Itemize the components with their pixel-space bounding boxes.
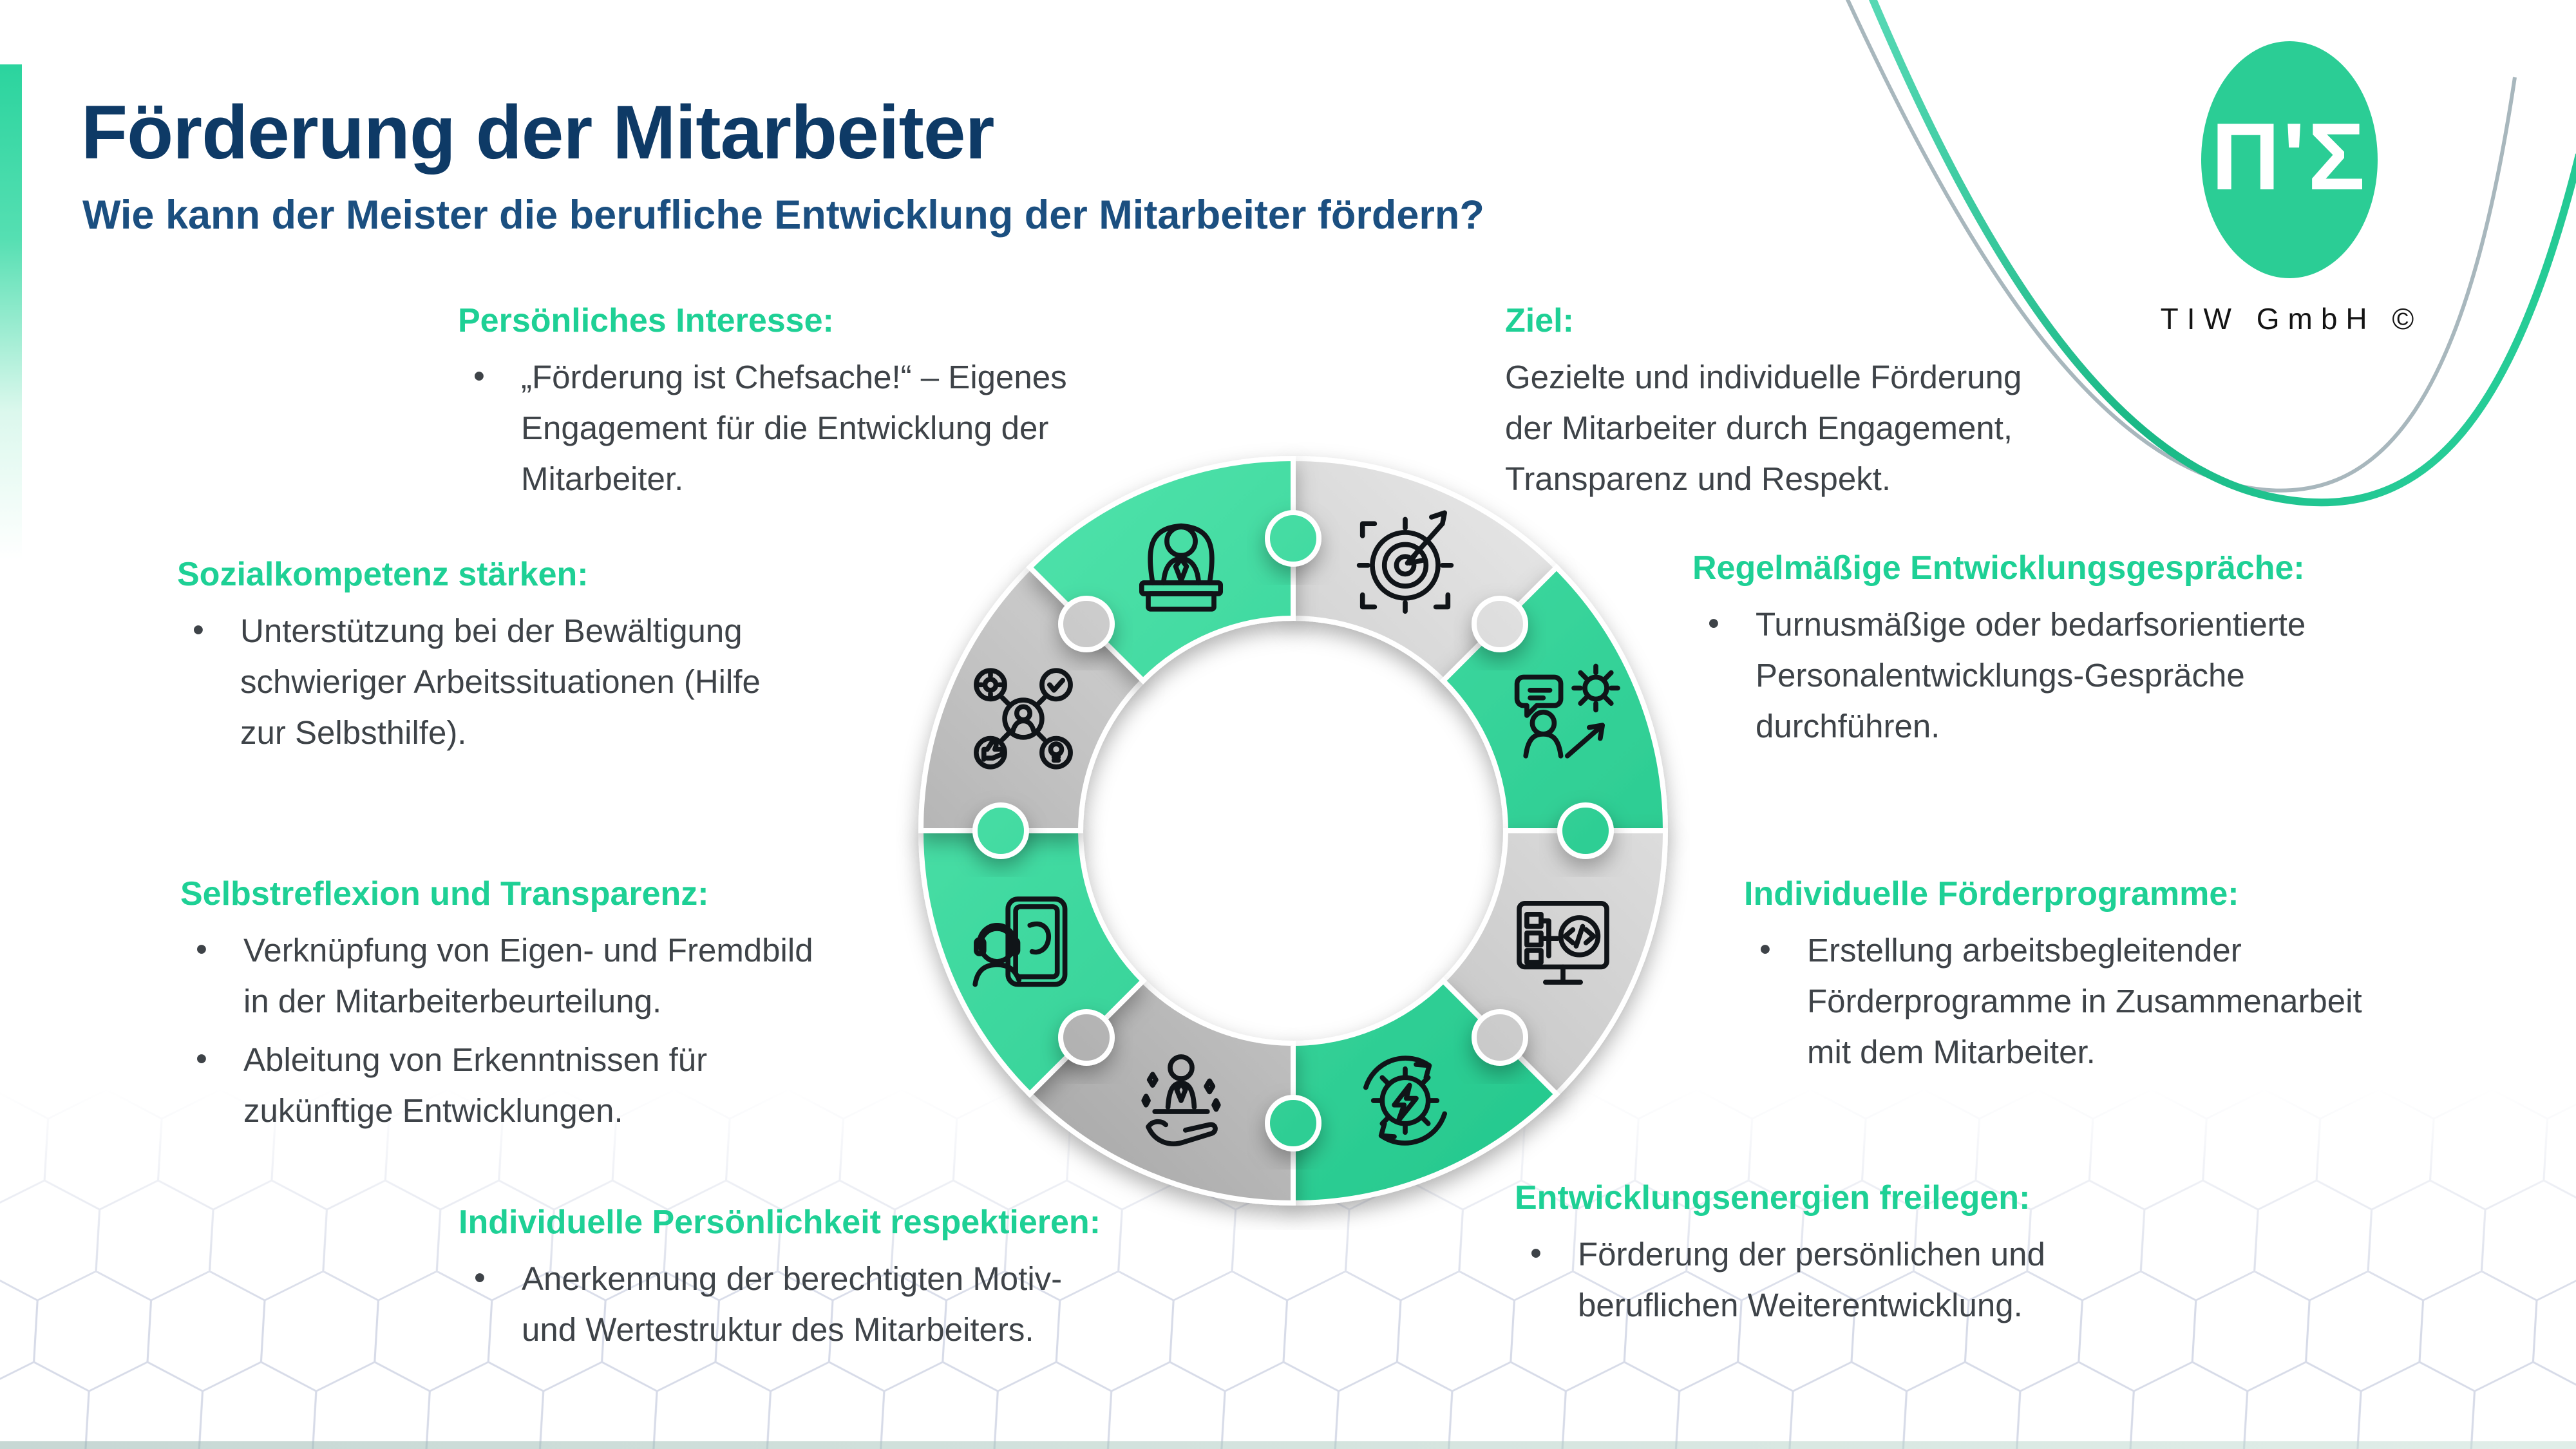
target-icon xyxy=(1356,510,1454,614)
page-subtitle: Wie kann der Meister die berufliche Entw… xyxy=(82,193,1484,238)
puzzle-knob xyxy=(1472,596,1528,652)
block-persoenliches-interesse: Persönliches Interesse: „Förderung ist C… xyxy=(458,301,1295,512)
development-talk-icon xyxy=(1514,663,1620,759)
puzzle-ring-diagram xyxy=(918,455,1669,1206)
bullet-item: „Förderung ist Chefsache!“ – Eigenes Eng… xyxy=(458,350,1295,504)
block-heading: Ziel: xyxy=(1505,302,1574,339)
bullet-item: Erstellung arbeitsbegleitender Förderpro… xyxy=(1744,923,2576,1077)
puzzle-knob xyxy=(1265,1095,1321,1151)
block-heading: Entwicklungsenergien freilegen: xyxy=(1515,1179,2031,1217)
left-accent-bar xyxy=(0,64,22,560)
block-heading: Persönliches Interesse: xyxy=(458,302,834,339)
puzzle-knob xyxy=(1472,1009,1528,1066)
block-body: Gezielte und individuelle Förderung der … xyxy=(1505,359,2022,497)
energy-gear-icon xyxy=(1363,1056,1448,1146)
bullet-item: Förderung der persönlichen und beruflich… xyxy=(1515,1227,2352,1331)
block-selbstreflexion: Selbstreflexion und Transparenz: Verknüp… xyxy=(180,875,1018,1144)
block-foerderprogramme: Individuelle Förderprogramme: Erstellung… xyxy=(1744,875,2576,1085)
puzzle-knob xyxy=(1557,802,1614,859)
manager-desk-icon xyxy=(1139,523,1224,612)
monitor-code-icon xyxy=(1517,900,1609,985)
company-logo: Π'Σ xyxy=(2201,41,2378,278)
bullet-item: Ableitung von Erkenntnissen für zukünfti… xyxy=(180,1033,1018,1136)
bullet-item: Turnusmäßige oder bedarfsorientierte Per… xyxy=(1692,598,2530,752)
block-entwicklungsenergien: Entwicklungsenergien freilegen: Förderun… xyxy=(1515,1179,2352,1338)
block-heading: Selbstreflexion und Transparenz: xyxy=(180,875,709,913)
block-heading: Individuelle Förderprogramme: xyxy=(1744,875,2239,913)
bullet-item: Unterstützung bei der Bewältigung schwie… xyxy=(177,604,1014,758)
block-heading: Sozialkompetenz stärken: xyxy=(177,556,589,593)
puzzle-knob xyxy=(1058,596,1115,652)
bullet-item: Anerkennung der berechtigten Motiv- und … xyxy=(459,1252,1199,1355)
block-sozialkompetenz: Sozialkompetenz stärken: Unterstützung b… xyxy=(177,555,1014,766)
logo-monogram: Π'Σ xyxy=(2211,104,2368,210)
page-title: Förderung der Mitarbeiter xyxy=(81,90,994,175)
puzzle-knob xyxy=(1265,510,1321,567)
person-on-hand-icon xyxy=(1141,1054,1221,1146)
puzzle-knob xyxy=(1058,1009,1115,1066)
puzzle-knob xyxy=(972,802,1029,859)
bullet-item: Verknüpfung von Eigen- und Fremdbild in … xyxy=(180,923,1018,1027)
block-entwicklungsgespraeche: Regelmäßige Entwicklungsgespräche: Turnu… xyxy=(1692,549,2530,759)
block-heading: Individuelle Persönlichkeit respektieren… xyxy=(459,1204,1101,1241)
block-ziel: Ziel: Gezielte und individuelle Förderun… xyxy=(1505,301,2342,504)
block-heading: Regelmäßige Entwicklungsgespräche: xyxy=(1692,549,2305,587)
bottom-edge-strip xyxy=(0,1441,2576,1449)
block-persoenlichkeit: Individuelle Persönlichkeit respektieren… xyxy=(459,1203,1199,1363)
